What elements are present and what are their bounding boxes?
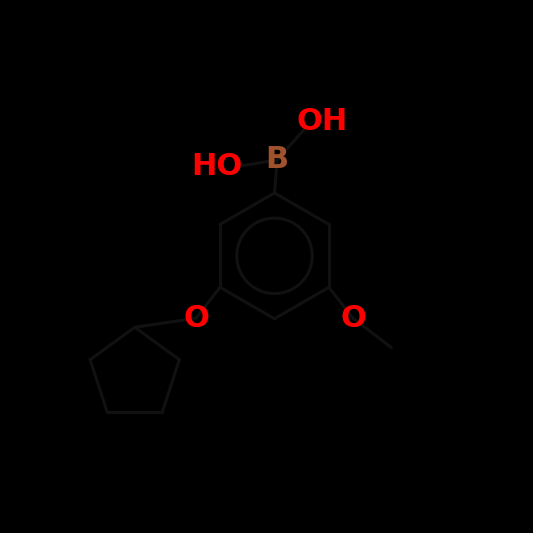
Text: OH: OH: [297, 107, 348, 136]
Text: O: O: [183, 304, 209, 333]
Text: O: O: [340, 304, 366, 333]
Text: HO: HO: [191, 152, 242, 181]
Text: B: B: [265, 146, 289, 174]
